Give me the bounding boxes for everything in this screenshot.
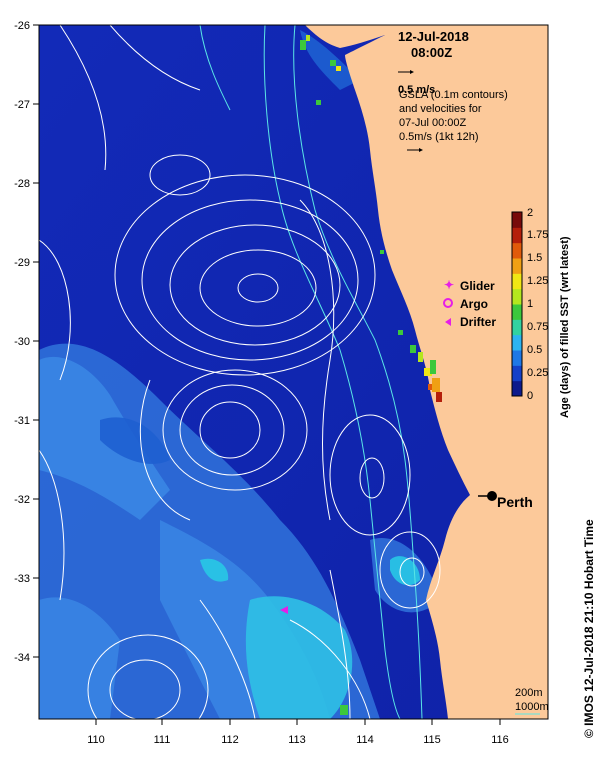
colorbar-swatch <box>512 350 522 366</box>
colorbar-swatch <box>512 242 522 259</box>
colorbar-swatch <box>512 380 522 397</box>
colorbar-swatch <box>512 227 522 244</box>
lon-tick-label: 112 <box>221 734 239 746</box>
drifter-legend-label: Drifter <box>460 315 496 329</box>
lat-tick-label: -27 <box>14 99 30 111</box>
colorbar-swatch <box>512 258 522 274</box>
bathy-1000m-label: 1000m <box>515 701 549 713</box>
lat-tick-label: -28 <box>14 178 30 190</box>
drifter-marker <box>280 606 288 614</box>
lat-tick-label: -32 <box>14 494 30 506</box>
colorbar-swatch <box>512 212 522 228</box>
lon-tick-label: 115 <box>423 734 441 746</box>
colorbar-tick-label: 1.5 <box>527 252 542 264</box>
colorbar-tick-label: 0.75 <box>527 321 548 333</box>
gsla-scale-arrow <box>407 148 423 152</box>
colorbar-swatch <box>512 365 522 382</box>
bathymetry-contours <box>199 25 423 719</box>
gsla-contours <box>39 25 441 719</box>
colorbar-tick-label: 2 <box>527 207 533 219</box>
marker-legend: ✦ Glider Argo Drifter <box>443 278 496 329</box>
lat-tick-label: -34 <box>14 652 30 664</box>
land-mass <box>305 25 548 719</box>
gsla-line-3: 07-Jul 00:00Z <box>399 117 467 129</box>
drifter-icon <box>445 318 451 326</box>
argo-legend-label: Argo <box>460 297 488 311</box>
map-frame <box>38 24 549 720</box>
colorbar-tick-label: 0.5 <box>527 344 542 356</box>
vector-scale-arrow <box>398 70 414 74</box>
lon-tick-label: 116 <box>491 734 509 746</box>
lon-axis: 110 111 112 113 114 115 116 <box>87 719 509 746</box>
map-area: Perth <box>39 25 548 719</box>
time-label: 08:00Z <box>411 45 452 60</box>
lat-axis: -26 -27 -28 -29 -30 -31 -32 -33 -34 <box>14 20 39 664</box>
coastal-high-age-pixels <box>300 35 442 715</box>
lat-tick-label: -33 <box>14 573 30 585</box>
lon-tick-label: 111 <box>154 734 171 746</box>
lat-tick-label: -26 <box>14 20 30 32</box>
colorbar-tick-label: 0.25 <box>527 367 548 379</box>
colorbar-swatch <box>512 319 522 336</box>
colorbar-tick-label: 1.25 <box>527 275 548 287</box>
vector-scale-label: 0.5 m/s <box>398 84 435 96</box>
lat-tick-label: -29 <box>14 257 30 269</box>
lat-tick-label: -31 <box>14 415 30 427</box>
bathymetry-legend: 200m 1000m <box>515 687 549 715</box>
glider-legend-label: Glider <box>460 279 495 293</box>
argo-icon <box>443 298 453 308</box>
colorbar-swatch <box>512 304 522 320</box>
colorbar-title: Age (days) of filled SST (wrt latest) <box>559 236 571 418</box>
credit-text: © IMOS 12-Jul-2018 21:10 Hobart Time <box>582 519 596 738</box>
colorbar-swatch <box>512 273 522 290</box>
colorbar-tick-label: 1.75 <box>527 229 548 241</box>
perth-marker <box>487 491 497 501</box>
colorbar: 0 0.25 0.5 0.75 1 1.25 1.5 1.75 2 Age (d… <box>511 207 571 418</box>
lon-tick-label: 113 <box>288 734 306 746</box>
sst-light-patches <box>39 30 440 719</box>
colorbar-tick-label: 1 <box>527 298 533 310</box>
gsla-line-2: and velocities for <box>399 103 482 115</box>
bathy-200m-label: 200m <box>515 687 543 699</box>
colorbar-tick-label: 0 <box>527 390 533 402</box>
gsla-line-4: 0.5m/s (1kt 12h) <box>399 131 478 143</box>
colorbar-swatch <box>512 334 522 351</box>
perth-label: Perth <box>497 494 533 510</box>
date-label: 12-Jul-2018 <box>398 29 469 44</box>
lon-tick-label: 114 <box>356 734 374 746</box>
glider-icon: ✦ <box>444 278 454 292</box>
gsla-line-1: GSLA (0.1m contours) <box>399 89 508 101</box>
colorbar-swatch <box>512 288 522 305</box>
lat-tick-label: -30 <box>14 336 30 348</box>
lon-tick-label: 110 <box>87 734 105 746</box>
